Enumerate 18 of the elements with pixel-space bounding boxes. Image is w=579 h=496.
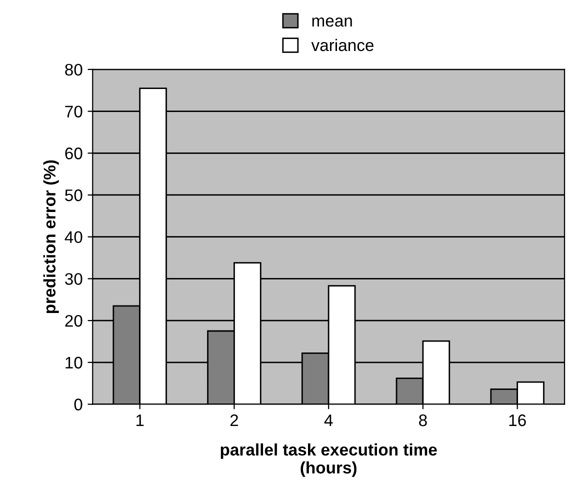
y-tick-label: 0 — [74, 398, 82, 410]
y-tick-label: 60 — [65, 148, 82, 160]
y-tick-label: 30 — [65, 273, 82, 285]
x-tick-label: 2 — [230, 414, 238, 426]
x-tick-label: 16 — [509, 414, 526, 426]
y-tick-label: 20 — [65, 314, 82, 327]
legend-label: mean — [312, 18, 352, 27]
x-tick-label: 8 — [419, 414, 427, 426]
y-tick-label: 70 — [65, 106, 82, 118]
y-tick-label: 50 — [65, 189, 82, 202]
y-tick-label: 80 — [65, 64, 82, 76]
x-tick-label: 1 — [136, 414, 144, 426]
x-axis-title: parallel task execution time (hours) — [220, 443, 437, 477]
y-tick-label: 10 — [66, 356, 82, 369]
x-tick-label: 4 — [324, 414, 333, 426]
legend-label: variance — [311, 38, 374, 52]
y-tick-label: 40 — [64, 231, 82, 244]
y-axis-title: prediction error (%) — [43, 160, 59, 314]
